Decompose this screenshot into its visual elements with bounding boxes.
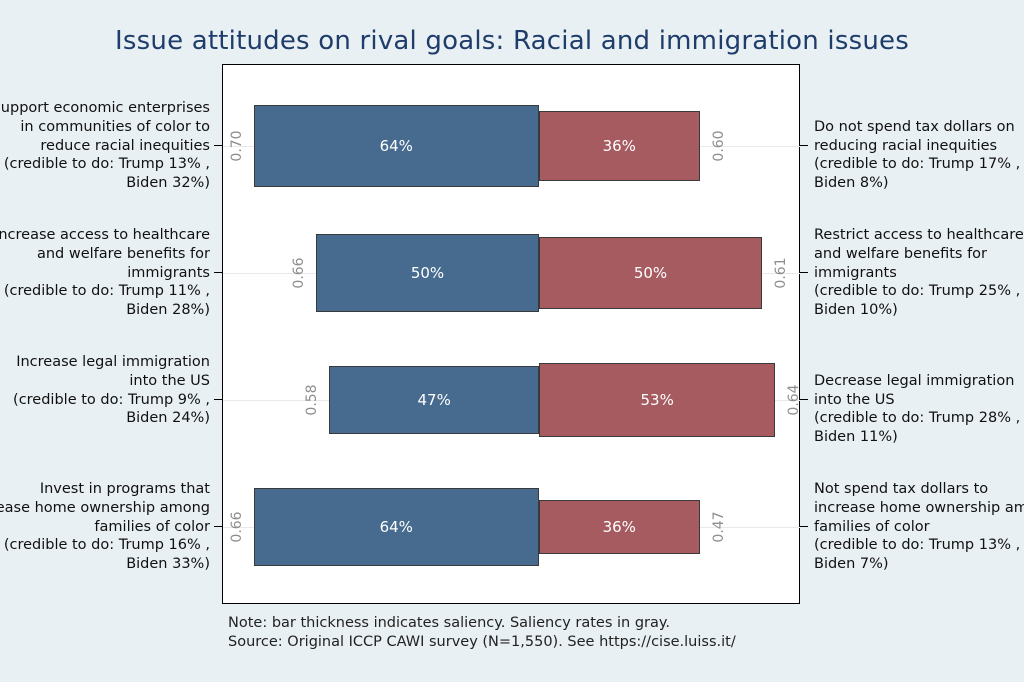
right-axis-tick	[800, 526, 808, 527]
right-bar-value-label: 36%	[602, 518, 636, 536]
right-bar-value-label: 53%	[640, 391, 674, 409]
right-axis-tick	[800, 145, 808, 146]
right-row-label: Not spend tax dollars to increase home o…	[814, 481, 1024, 573]
left-bar	[316, 234, 539, 312]
left-bar-value-label: 50%	[410, 264, 445, 282]
left-saliency-label: 0.58	[304, 384, 321, 416]
chart-title: Issue attitudes on rival goals: Racial a…	[115, 26, 909, 56]
left-row-label: Increase access to healthcare and welfar…	[0, 227, 210, 319]
right-saliency-label: 0.61	[773, 257, 789, 289]
left-row-label: Invest in programs that rease home owner…	[0, 481, 210, 573]
source-line: Source: Original ICCP CAWI survey (N=1,5…	[228, 634, 736, 650]
left-axis-tick	[214, 399, 222, 400]
chart-notes: Note: bar thickness indicates saliency. …	[228, 614, 736, 652]
right-bar	[539, 110, 700, 182]
right-axis-tick	[800, 399, 808, 400]
right-row-label: Decrease legal immigration into the US (…	[814, 372, 1021, 446]
note-line: Note: bar thickness indicates saliency. …	[228, 615, 671, 631]
right-bar-value-label: 36%	[602, 137, 636, 155]
right-bar-value-label: 50%	[633, 264, 668, 282]
right-bar	[539, 499, 700, 555]
left-saliency-label: 0.66	[291, 257, 307, 289]
left-bar	[253, 105, 539, 187]
right-bar	[539, 237, 762, 309]
left-bar-value-label: 64%	[379, 518, 413, 536]
right-saliency-label: 0.47	[710, 511, 727, 543]
left-row-label: Support economic enterprises in communit…	[0, 100, 210, 192]
left-axis-tick	[214, 272, 222, 273]
left-bar	[329, 366, 539, 434]
left-bar-value-label: 64%	[379, 137, 413, 155]
right-row-label: Do not spend tax dollars on reducing rac…	[814, 118, 1021, 192]
right-bar	[539, 362, 776, 438]
right-saliency-label: 0.60	[710, 130, 727, 162]
plot-area: 64% 36% 0.70 0.60 50% 50% 0.66 0.61 47% 53% 0.58 0.…	[222, 64, 803, 604]
left-saliency-label: 0.70	[228, 130, 245, 162]
left-bar-value-label: 47%	[417, 391, 451, 409]
right-axis-tick	[800, 272, 808, 273]
right-row-label: Restrict access to healthcare and welfar…	[814, 227, 1024, 319]
left-saliency-label: 0.66	[228, 511, 245, 543]
right-saliency-label: 0.64	[786, 384, 803, 416]
left-row-label: Increase legal immigration into the US (…	[13, 354, 210, 427]
left-axis-tick	[214, 526, 222, 527]
left-bar	[253, 488, 539, 566]
left-axis-tick	[214, 145, 222, 146]
